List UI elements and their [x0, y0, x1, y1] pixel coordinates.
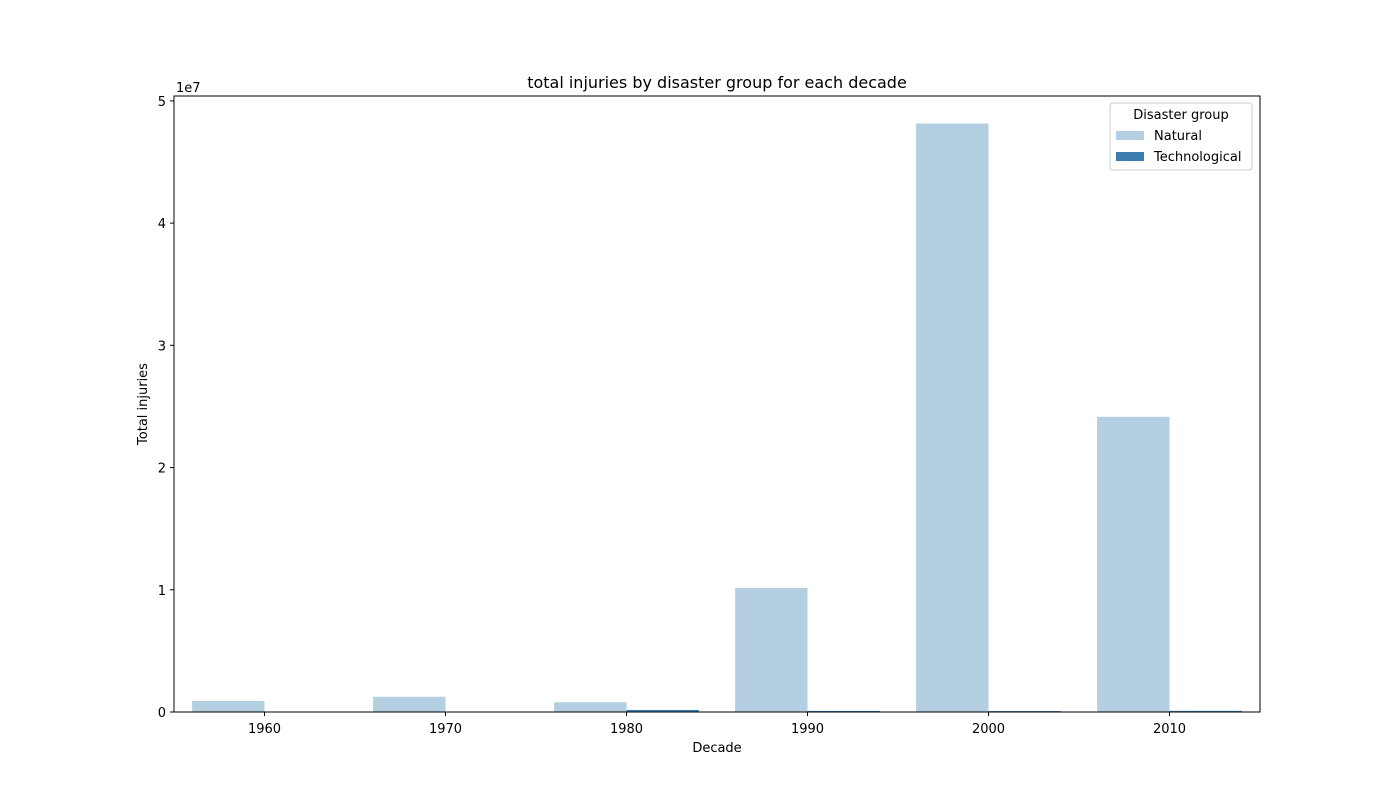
x-tick-label: 1980: [610, 722, 643, 737]
bar-natural-1990: [735, 588, 807, 712]
chart-title: total injuries by disaster group for eac…: [527, 73, 907, 92]
legend-title: Disaster group: [1133, 108, 1228, 123]
x-tick-label: 1990: [791, 722, 824, 737]
bar-natural-2010: [1097, 417, 1169, 712]
y-tick-label: 3: [158, 339, 166, 354]
y-tick-label: 0: [158, 706, 166, 721]
plot-area: 1960 1970 1980 1990 2000 2010 0 1 2 3 4 5: [158, 95, 1260, 737]
y-tick-label: 5: [158, 95, 166, 110]
y-axis-offset-label: 1e7: [176, 81, 201, 96]
y-tick-label: 4: [158, 217, 166, 232]
bar-natural-1980: [554, 702, 626, 712]
legend-swatch-natural: [1116, 131, 1144, 140]
legend-swatch-technological: [1116, 152, 1144, 161]
y-axis-label: Total injuries: [136, 363, 151, 446]
bar-natural-1970: [373, 697, 445, 712]
y-tick-label: 1: [158, 584, 166, 599]
bar-natural-2000: [916, 124, 988, 713]
legend: Disaster group Natural Technological: [1110, 103, 1252, 170]
legend-label-natural: Natural: [1154, 129, 1202, 144]
legend-label-technological: Technological: [1153, 150, 1241, 165]
x-tick-label: 2010: [1153, 722, 1186, 737]
x-tick-label: 1960: [248, 722, 281, 737]
x-tick-label: 2000: [972, 722, 1005, 737]
x-tick-label: 1970: [429, 722, 462, 737]
bar-natural-1960: [192, 701, 264, 712]
y-tick-label: 2: [158, 462, 166, 477]
x-axis-label: Decade: [692, 741, 741, 756]
